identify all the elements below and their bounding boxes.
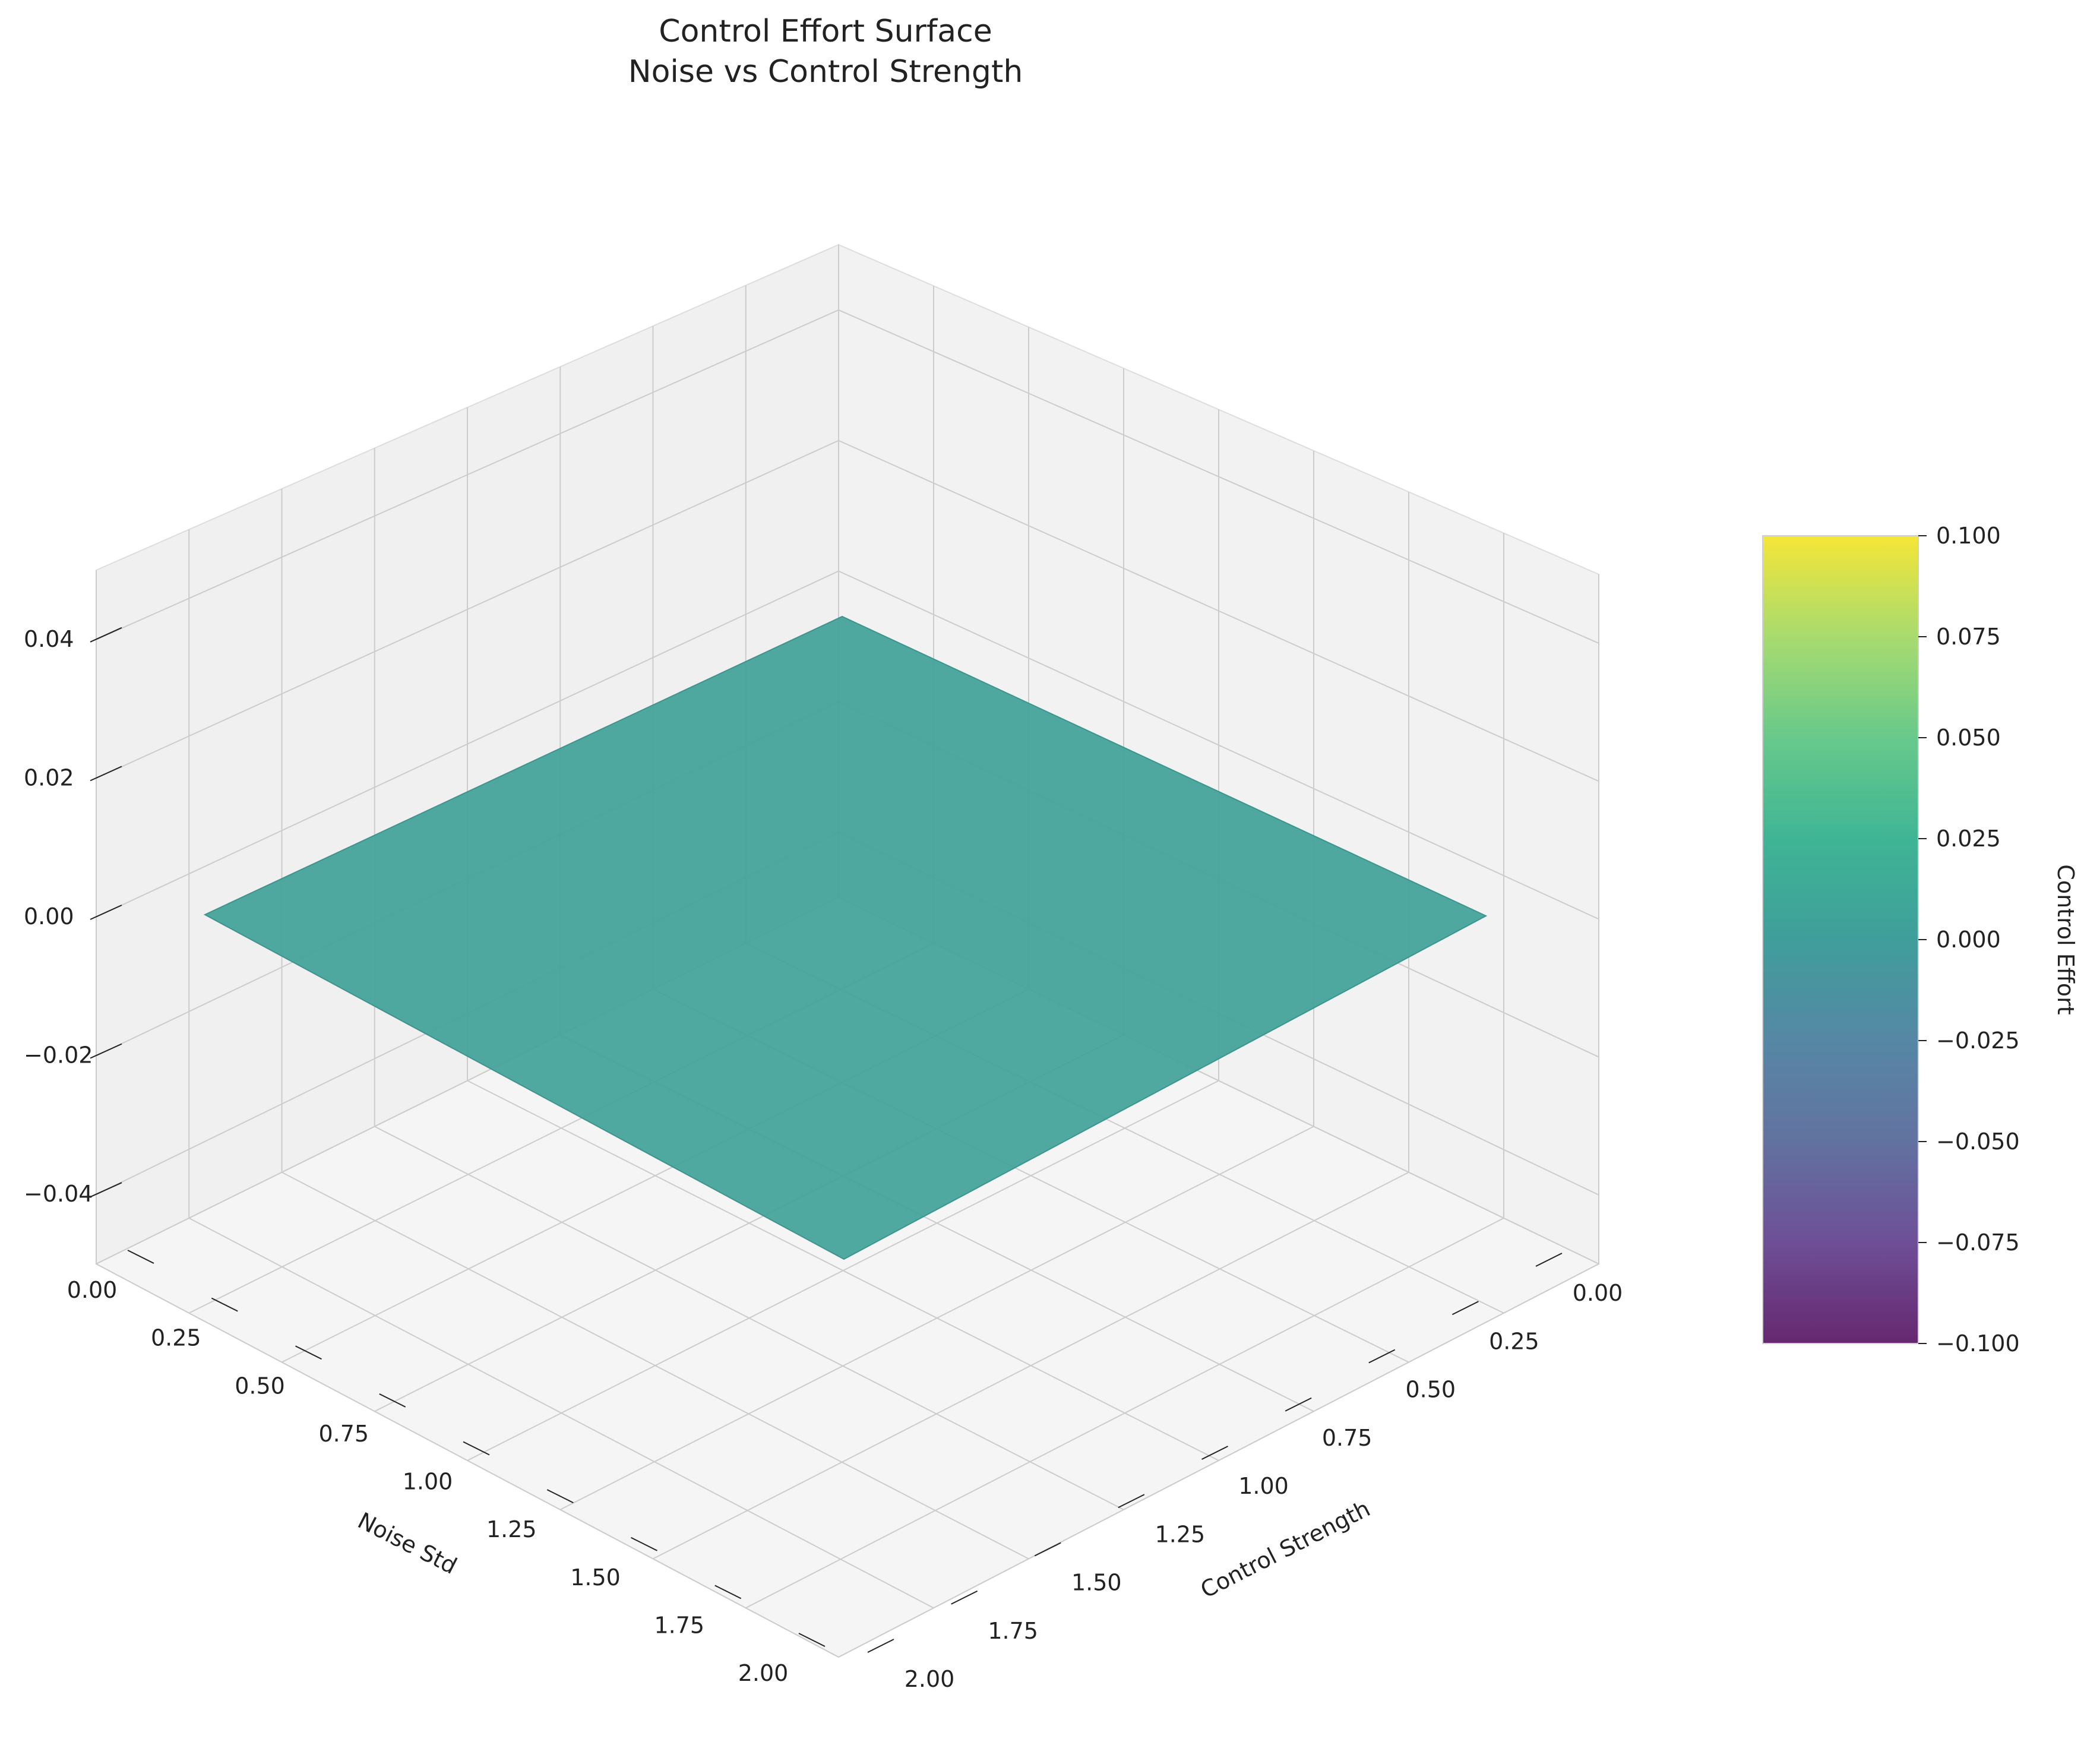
y-tick-mark [1285, 1397, 1312, 1412]
z-tick-label: −0.04 [24, 1181, 93, 1207]
y-tick-label: 0.50 [1405, 1377, 1456, 1403]
y-tick-label: 1.75 [988, 1618, 1038, 1644]
z-tick-label: 0.00 [24, 903, 74, 930]
colorbar-tick-label: 0.000 [1936, 927, 2001, 953]
x-tick-mark [631, 1537, 657, 1551]
x-tick-label: 0.75 [318, 1421, 369, 1447]
y-tick-mark [867, 1639, 894, 1653]
y-tick-mark [1118, 1494, 1145, 1509]
y-tick-mark [951, 1590, 978, 1605]
x-tick-label: 1.50 [570, 1564, 621, 1591]
colorbar: 0.100 0.075 0.050 0.025 0.000 −0.025 −0.050 −0.… [1762, 523, 2079, 1357]
y-tick-label: 0.75 [1322, 1425, 1373, 1451]
x-axis-ticks: 0.00 0.25 0.50 0.75 1.00 1.25 1.50 1.75 2.00 [67, 1250, 826, 1686]
y-tick-mark [1201, 1446, 1228, 1460]
x-tick-label: 0.50 [235, 1373, 285, 1399]
y-tick-label: 1.50 [1071, 1570, 1122, 1596]
y-axis-label: Control Strength [1196, 1496, 1374, 1604]
z-tick-label: 0.02 [24, 764, 74, 791]
z-tick-mark [90, 766, 122, 782]
y-tick-label: 0.25 [1489, 1328, 1539, 1354]
x-tick-mark [295, 1345, 322, 1360]
grid-line-z [96, 309, 1599, 644]
z-tick-mark [90, 1182, 122, 1198]
colorbar-tick-label: 0.075 [1936, 624, 2001, 650]
grid-line-floor-x [745, 1217, 1504, 1609]
x-tick-label: 2.00 [738, 1660, 789, 1686]
axes-3d: −0.04 −0.02 0.00 0.02 0.04 0.00 0.25 0.50 0.75 1… [24, 244, 1623, 1692]
y-axis-ticks: 0.00 0.25 0.50 0.75 1.00 1.25 1.50 1.75 2.00 [867, 1253, 1623, 1692]
x-tick-mark [714, 1585, 742, 1599]
surface-plane [203, 615, 1488, 1260]
colorbar-label: Control Effort [2053, 864, 2079, 1014]
x-tick-mark [546, 1489, 574, 1504]
y-tick-label: 1.00 [1238, 1473, 1289, 1499]
x-tick-label: 0.25 [151, 1325, 201, 1351]
y-tick-mark [1535, 1253, 1563, 1267]
x-tick-mark [127, 1250, 154, 1264]
y-tick-mark [1368, 1349, 1396, 1364]
x-tick-label: 1.25 [486, 1516, 537, 1542]
grid-line-floor-y [467, 1080, 1219, 1461]
y-tick-mark [1034, 1542, 1061, 1557]
x-tick-mark [798, 1633, 826, 1647]
colorbar-tick-label: 0.100 [1936, 523, 2001, 549]
z-tick-mark [90, 627, 122, 643]
colorbar-gradient [1762, 535, 1919, 1344]
y-tick-label: 2.00 [905, 1666, 955, 1692]
colorbar-ticks: 0.100 0.075 0.050 0.025 0.000 −0.025 −0.050 −0.… [1918, 523, 2020, 1357]
colorbar-tick-label: 0.025 [1936, 826, 2001, 852]
z-axis-ticks: −0.04 −0.02 0.00 0.02 0.04 [24, 626, 122, 1207]
z-tick-label: 0.04 [24, 626, 74, 652]
x-tick-label: 1.75 [654, 1612, 704, 1638]
z-tick-label: −0.02 [24, 1042, 93, 1068]
colorbar-tick-label: 0.050 [1936, 725, 2001, 751]
y-tick-mark [1451, 1301, 1479, 1316]
grid-line-z [96, 570, 1599, 920]
x-axis-label: Noise Std [353, 1507, 461, 1579]
x-tick-label: 1.00 [403, 1469, 453, 1495]
title-line-1: Control Effort Surface [659, 14, 992, 49]
z-tick-mark [90, 905, 122, 920]
z-tick-mark [90, 1043, 122, 1059]
x-tick-mark [379, 1393, 406, 1408]
title-line-2: Noise vs Control Strength [628, 54, 1023, 90]
grid-line-floor-x [838, 1263, 1599, 1658]
x-tick-mark [211, 1297, 238, 1312]
grid-line-z [96, 440, 1599, 782]
x-tick-mark [463, 1441, 490, 1456]
colorbar-tick-label: −0.075 [1936, 1229, 2020, 1256]
colorbar-tick-label: −0.100 [1936, 1330, 2020, 1357]
grid-line-floor-x [559, 1126, 1314, 1510]
y-tick-label: 1.25 [1155, 1521, 1206, 1547]
colorbar-tick-label: −0.050 [1936, 1128, 2020, 1155]
colorbar-tick-label: −0.025 [1936, 1028, 2020, 1054]
x-tick-label: 0.00 [67, 1277, 118, 1303]
y-tick-label: 0.00 [1573, 1280, 1623, 1306]
grid-line-floor-x [653, 1171, 1409, 1560]
chart-title: Control Effort Surface Noise vs Control … [628, 14, 1023, 90]
